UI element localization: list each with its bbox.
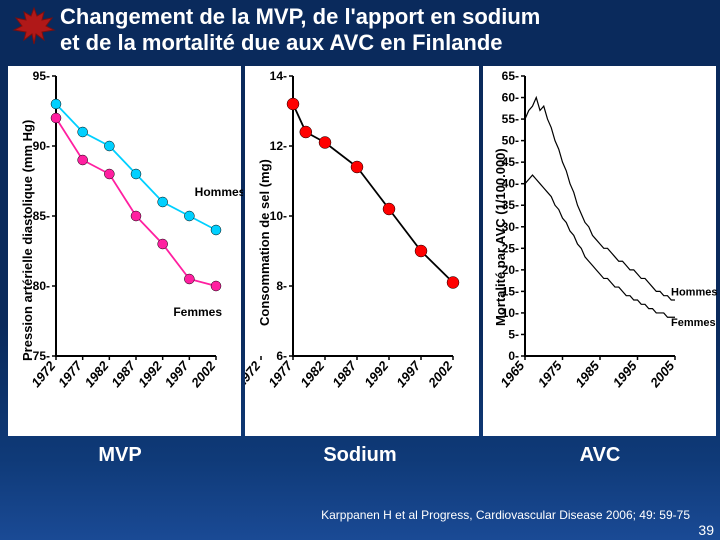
avc-plot: 65-60-55-50-45-40-35-30-25-20-15-10-5-0-… <box>483 66 718 436</box>
title-line-2: et de la mortalité due aux AVC en Finlan… <box>60 30 503 55</box>
svg-text:50-: 50- <box>501 134 518 148</box>
svg-text:10-: 10- <box>270 209 287 223</box>
panel-mvp: Pression artérielle diastolique (mm Hg) … <box>8 66 241 436</box>
svg-text:80-: 80- <box>33 279 50 293</box>
citation: Karppanen H et al Progress, Cardiovascul… <box>321 508 690 522</box>
svg-text:Hommes: Hommes <box>671 287 717 299</box>
svg-text:35-: 35- <box>501 198 518 212</box>
svg-text:1982: 1982 <box>298 358 329 390</box>
svg-text:2002: 2002 <box>425 358 456 391</box>
svg-text:90-: 90- <box>33 139 50 153</box>
svg-text:1987: 1987 <box>330 358 361 390</box>
panel-sodium: Consommation de sel (mg) 14-12-10-8-6-19… <box>245 66 478 436</box>
svg-text:Femmes: Femmes <box>671 317 716 329</box>
label-avc: AVC <box>480 444 720 474</box>
svg-text:1965: 1965 <box>497 358 528 390</box>
panel-avc: Mortalité par AVC (1/100.000) 65-60-55-5… <box>483 66 716 436</box>
svg-text:14-: 14- <box>270 69 287 83</box>
svg-text:1985: 1985 <box>572 358 603 390</box>
mvp-plot: 95-90-85-80-75-1972197719821987199219972… <box>8 66 243 436</box>
svg-text:5-: 5- <box>508 327 519 341</box>
svg-text:25-: 25- <box>501 241 518 255</box>
svg-text:1992: 1992 <box>362 358 393 390</box>
svg-text:1982: 1982 <box>82 358 113 390</box>
slide-title: Changement de la MVP, de l'apport en sod… <box>60 4 700 56</box>
svg-text:15-: 15- <box>501 284 518 298</box>
svg-text:60-: 60- <box>501 91 518 105</box>
svg-text:12-: 12- <box>270 139 287 153</box>
svg-text:2005: 2005 <box>646 358 677 391</box>
svg-text:20-: 20- <box>501 263 518 277</box>
svg-text:1972: 1972 <box>245 358 264 390</box>
slide-number: 39 <box>698 522 714 538</box>
svg-text:45-: 45- <box>501 155 518 169</box>
svg-text:1987: 1987 <box>108 358 139 390</box>
svg-text:Hommes: Hommes <box>195 185 243 199</box>
svg-text:1977: 1977 <box>266 358 297 390</box>
sodium-plot: 14-12-10-8-6-197219771982198719921997200… <box>245 66 480 436</box>
label-sodium: Sodium <box>240 444 480 474</box>
svg-text:1992: 1992 <box>135 358 166 390</box>
svg-text:Femmes: Femmes <box>173 305 222 319</box>
svg-text:1977: 1977 <box>55 358 86 390</box>
svg-text:30-: 30- <box>501 220 518 234</box>
svg-text:95-: 95- <box>33 69 50 83</box>
chart-panels: Pression artérielle diastolique (mm Hg) … <box>8 66 716 436</box>
title-line-1: Changement de la MVP, de l'apport en sod… <box>60 4 540 29</box>
svg-text:2002: 2002 <box>188 358 219 391</box>
svg-text:1975: 1975 <box>534 358 565 390</box>
label-mvp: MVP <box>0 444 240 474</box>
bottom-labels: MVP Sodium AVC <box>0 444 720 474</box>
svg-text:65-: 65- <box>501 69 518 83</box>
svg-text:8-: 8- <box>277 279 288 293</box>
svg-text:55-: 55- <box>501 112 518 126</box>
svg-text:40-: 40- <box>501 177 518 191</box>
svg-text:1997: 1997 <box>162 358 193 390</box>
svg-text:10-: 10- <box>501 306 518 320</box>
svg-text:1997: 1997 <box>394 358 425 390</box>
svg-text:1995: 1995 <box>609 358 640 390</box>
svg-text:85-: 85- <box>33 209 50 223</box>
